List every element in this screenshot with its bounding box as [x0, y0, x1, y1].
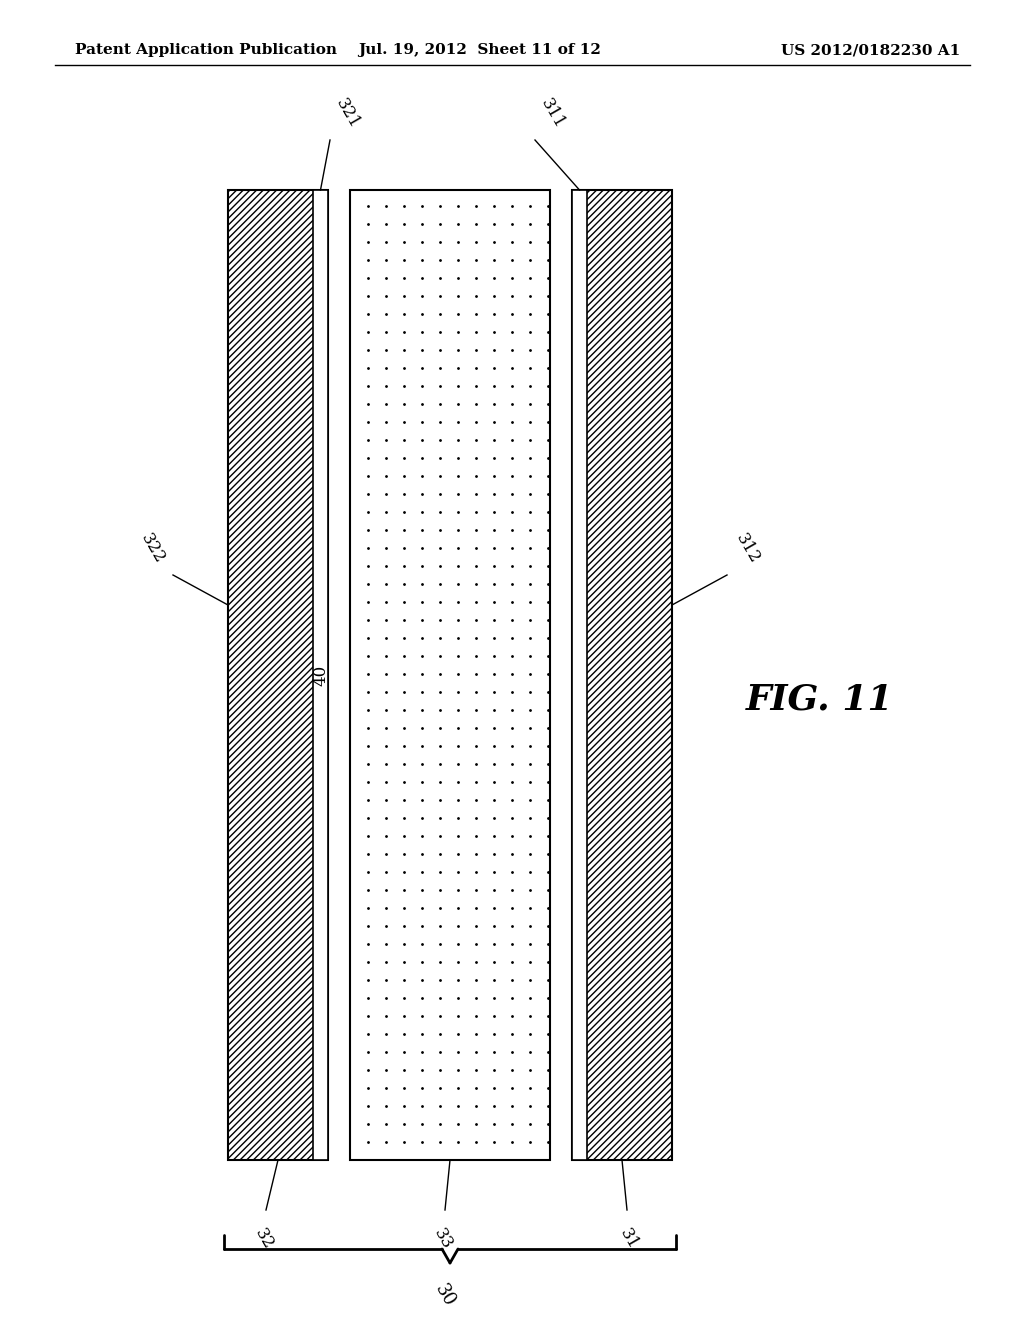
Text: 40: 40 — [312, 664, 329, 685]
Bar — [572, 190, 587, 1160]
Text: 322: 322 — [137, 531, 168, 568]
Text: 30: 30 — [431, 1280, 459, 1309]
Text: 33: 33 — [430, 1225, 456, 1251]
Text: 32: 32 — [251, 1225, 276, 1251]
Bar — [572, 190, 672, 1160]
Text: FIG. 11: FIG. 11 — [746, 682, 894, 717]
Text: Patent Application Publication: Patent Application Publication — [75, 44, 337, 57]
Bar — [572, 190, 672, 1160]
Text: 311: 311 — [537, 96, 567, 132]
Bar — [228, 190, 328, 1160]
Text: Jul. 19, 2012  Sheet 11 of 12: Jul. 19, 2012 Sheet 11 of 12 — [358, 44, 601, 57]
Text: 321: 321 — [332, 96, 362, 132]
Bar — [228, 190, 328, 1160]
Text: US 2012/0182230 A1: US 2012/0182230 A1 — [780, 44, 961, 57]
Bar — [350, 190, 550, 1160]
Text: 312: 312 — [732, 531, 763, 568]
Text: 31: 31 — [616, 1225, 642, 1251]
Bar — [313, 190, 328, 1160]
